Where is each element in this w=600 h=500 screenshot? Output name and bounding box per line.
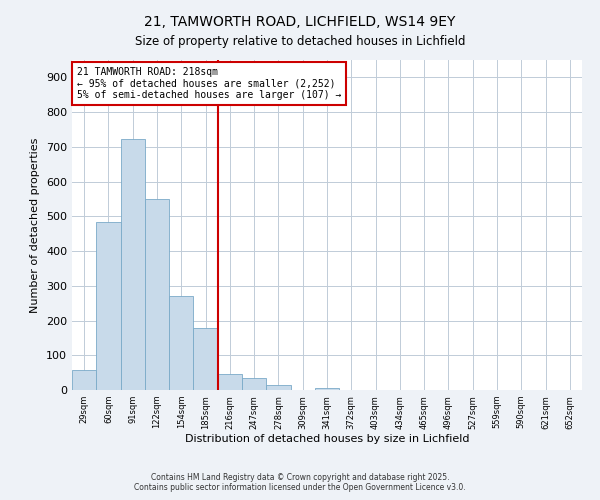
Bar — [193, 328, 218, 390]
Bar — [315, 388, 339, 390]
Bar — [96, 222, 121, 390]
Y-axis label: Number of detached properties: Number of detached properties — [31, 138, 40, 312]
Bar — [169, 296, 193, 390]
Text: 21 TAMWORTH ROAD: 218sqm
← 95% of detached houses are smaller (2,252)
5% of semi: 21 TAMWORTH ROAD: 218sqm ← 95% of detach… — [77, 66, 341, 100]
Bar — [242, 378, 266, 390]
Bar — [72, 370, 96, 390]
Text: 21, TAMWORTH ROAD, LICHFIELD, WS14 9EY: 21, TAMWORTH ROAD, LICHFIELD, WS14 9EY — [145, 15, 455, 29]
Bar — [218, 374, 242, 390]
Bar — [121, 138, 145, 390]
X-axis label: Distribution of detached houses by size in Lichfield: Distribution of detached houses by size … — [185, 434, 469, 444]
Bar — [266, 385, 290, 390]
Bar — [145, 200, 169, 390]
Text: Contains HM Land Registry data © Crown copyright and database right 2025.
Contai: Contains HM Land Registry data © Crown c… — [134, 473, 466, 492]
Text: Size of property relative to detached houses in Lichfield: Size of property relative to detached ho… — [135, 35, 465, 48]
